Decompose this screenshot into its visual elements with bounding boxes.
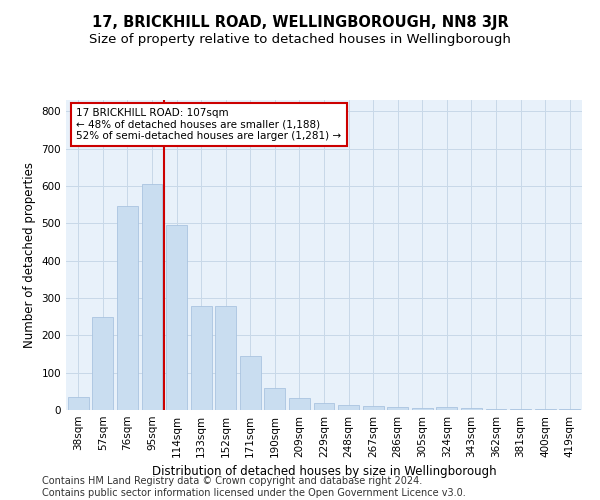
Bar <box>461 408 482 410</box>
Bar <box>240 356 261 410</box>
Bar <box>559 408 580 410</box>
Bar <box>485 408 506 410</box>
Bar <box>117 206 138 410</box>
Bar <box>387 407 408 410</box>
Bar <box>362 406 383 410</box>
Y-axis label: Number of detached properties: Number of detached properties <box>23 162 36 348</box>
Bar <box>142 184 163 410</box>
Bar <box>265 388 286 410</box>
Bar <box>191 306 212 410</box>
Text: Contains HM Land Registry data © Crown copyright and database right 2024.
Contai: Contains HM Land Registry data © Crown c… <box>42 476 466 498</box>
Bar <box>215 306 236 410</box>
Bar <box>68 397 89 410</box>
Bar <box>436 407 457 410</box>
Bar <box>166 225 187 410</box>
Text: Size of property relative to detached houses in Wellingborough: Size of property relative to detached ho… <box>89 32 511 46</box>
Bar <box>289 398 310 410</box>
Bar <box>92 318 113 410</box>
X-axis label: Distribution of detached houses by size in Wellingborough: Distribution of detached houses by size … <box>152 466 496 478</box>
Bar <box>338 405 359 410</box>
Bar <box>412 408 433 410</box>
Bar <box>314 404 334 410</box>
Text: 17 BRICKHILL ROAD: 107sqm
← 48% of detached houses are smaller (1,188)
52% of se: 17 BRICKHILL ROAD: 107sqm ← 48% of detac… <box>76 108 341 141</box>
Text: 17, BRICKHILL ROAD, WELLINGBOROUGH, NN8 3JR: 17, BRICKHILL ROAD, WELLINGBOROUGH, NN8 … <box>92 15 508 30</box>
